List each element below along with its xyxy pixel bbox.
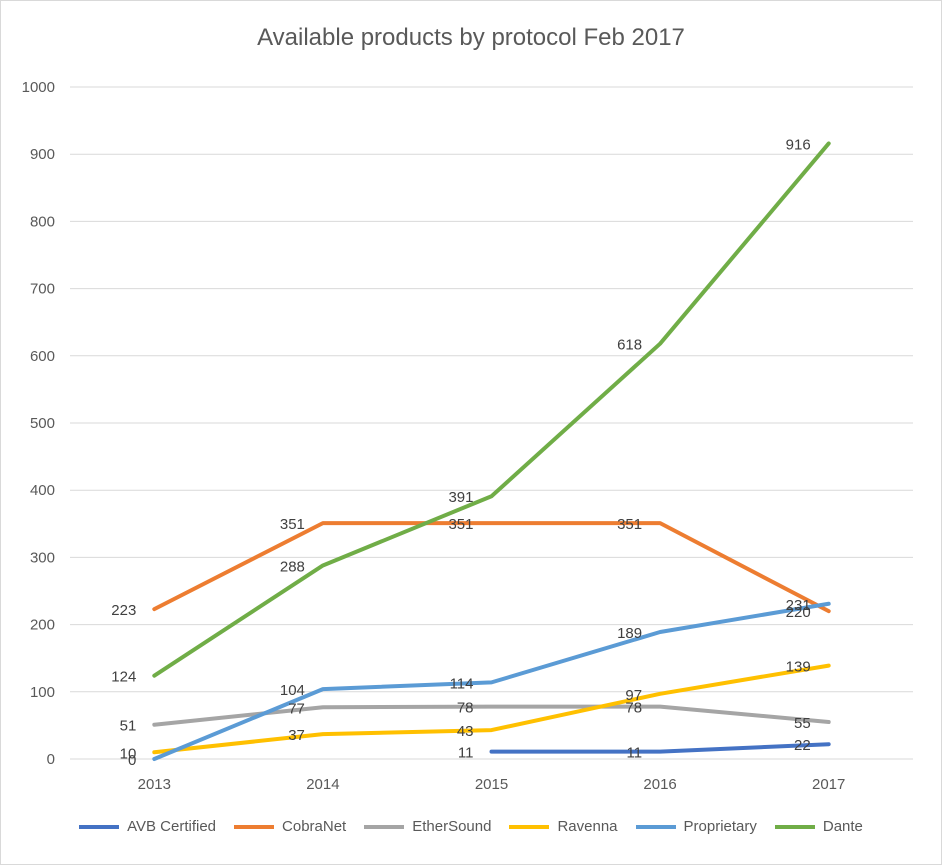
data-label-proprietary: 104	[280, 682, 305, 699]
x-tick-label: 2015	[475, 776, 508, 793]
legend-item-avb-certified: AVB Certified	[79, 818, 216, 835]
data-label-ethersound: 78	[625, 700, 642, 717]
y-tick-label: 600	[30, 348, 55, 365]
data-label-cobranet: 223	[111, 602, 136, 619]
legend-swatch	[79, 824, 120, 829]
x-tick-label: 2014	[306, 776, 339, 793]
y-tick-label: 500	[30, 415, 55, 432]
y-tick-label: 900	[30, 146, 55, 163]
y-tick-label: 1000	[22, 79, 55, 96]
legend-label: AVB Certified	[127, 818, 217, 835]
data-label-proprietary: 114	[450, 675, 474, 692]
legend-item-ethersound: EtherSound	[364, 818, 491, 835]
legend-swatch	[364, 824, 405, 829]
x-tick-label: 2013	[138, 776, 171, 793]
data-labels: 11 11 22 223 351 351 351 220 51 77 78 78 55 10 37 43 97 1…	[111, 136, 810, 769]
data-label-ravenna: 97	[625, 687, 642, 704]
x-axis-ticks: 2013 2014 2015 2016 2017	[138, 776, 846, 793]
y-tick-label: 800	[30, 213, 55, 230]
y-tick-label: 100	[30, 684, 55, 701]
legend-label: CobraNet	[282, 818, 347, 835]
data-label-ravenna: 37	[288, 727, 305, 744]
y-tick-label: 400	[30, 482, 55, 499]
data-label-dante: 124	[111, 669, 136, 686]
series-line-proprietary	[152, 601, 831, 761]
data-label-proprietary: 0	[128, 752, 136, 769]
data-label-ravenna: 43	[457, 723, 474, 740]
data-label-ethersound: 77	[288, 700, 305, 717]
series-line-cobranet	[152, 521, 831, 614]
data-label-cobranet: 351	[448, 516, 473, 533]
series-line-dante	[152, 141, 831, 678]
y-tick-label: 0	[47, 751, 55, 768]
data-label-avb-certified: 22	[794, 737, 811, 754]
data-label-dante: 618	[617, 337, 642, 354]
legend-label: Ravenna	[557, 818, 618, 835]
x-tick-label: 2017	[812, 776, 845, 793]
legend-label: Dante	[822, 818, 863, 835]
x-tick-label: 2016	[643, 776, 676, 793]
legend-swatch	[635, 824, 676, 829]
data-label-cobranet: 351	[280, 516, 305, 533]
legend-label: EtherSound	[412, 818, 492, 835]
legend: AVB Certified CobraNet EtherSound Ravenna Pr…	[0, 818, 942, 835]
data-label-ravenna: 139	[786, 659, 811, 676]
data-label-avb-certified: 11	[458, 745, 474, 762]
data-label-proprietary: 231	[786, 597, 811, 614]
legend-swatch	[509, 824, 550, 829]
y-axis-ticks: 0 100 200 300 400 500 600 700 800 900 1000	[22, 79, 55, 768]
legend-item-ravenna: Ravenna	[509, 818, 618, 835]
data-label-ethersound: 55	[794, 715, 811, 732]
data-label-avb-certified: 11	[627, 745, 643, 762]
y-tick-label: 700	[30, 281, 55, 298]
legend-item-cobranet: CobraNet	[234, 818, 346, 835]
chart-title: Available products by protocol Feb 2017	[257, 24, 685, 51]
legend-label: Proprietary	[683, 818, 757, 835]
legend-swatch	[774, 824, 815, 829]
legend-item-proprietary: Proprietary	[635, 818, 757, 835]
data-label-ethersound: 51	[120, 718, 137, 735]
legend-swatch	[234, 824, 275, 829]
y-tick-label: 300	[30, 549, 55, 566]
series-line-avb-certified	[489, 742, 831, 754]
data-label-proprietary: 189	[617, 625, 642, 642]
data-label-dante: 288	[280, 558, 305, 575]
data-label-ravenna: 10	[120, 745, 137, 762]
series-line-ravenna	[152, 663, 831, 755]
series-lines	[152, 141, 831, 761]
data-label-dante: 916	[786, 136, 811, 153]
data-label-cobranet: 351	[617, 516, 642, 533]
data-label-ethersound: 78	[457, 700, 474, 717]
y-tick-label: 200	[30, 617, 55, 634]
data-label-dante: 391	[448, 489, 473, 506]
gridlines	[70, 86, 913, 760]
data-label-cobranet: 220	[786, 604, 811, 621]
legend-item-dante: Dante	[774, 818, 863, 835]
